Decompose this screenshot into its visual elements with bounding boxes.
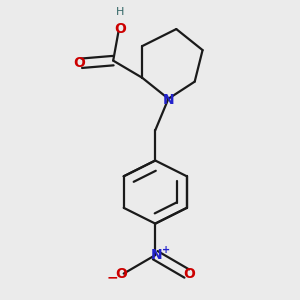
Text: −: − (106, 271, 118, 284)
Text: O: O (115, 267, 127, 280)
Text: H: H (116, 7, 125, 17)
Text: O: O (73, 56, 85, 70)
Text: O: O (184, 267, 195, 280)
Text: O: O (114, 22, 126, 36)
Text: N: N (151, 248, 162, 262)
Text: N: N (163, 93, 174, 107)
Text: +: + (162, 245, 170, 255)
